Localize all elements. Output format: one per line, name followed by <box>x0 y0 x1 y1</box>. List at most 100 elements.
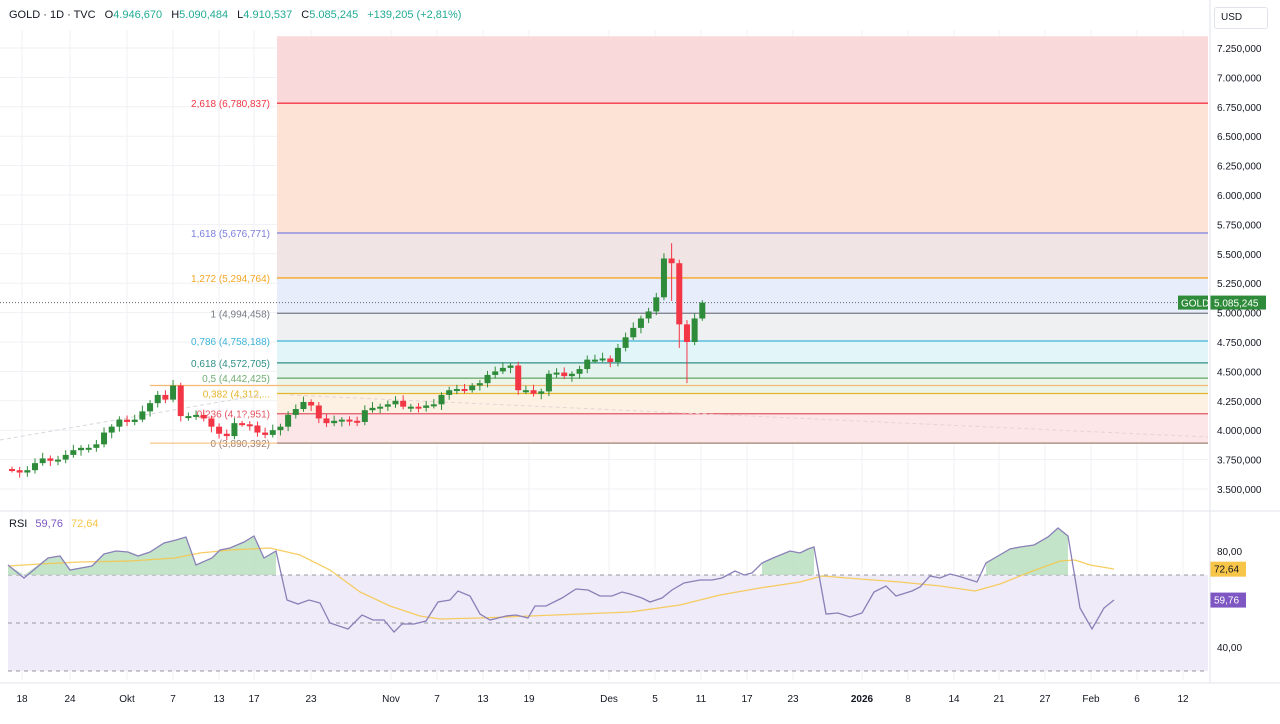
candle-body[interactable] <box>553 372 560 375</box>
candle-body[interactable] <box>315 405 322 419</box>
candle-body[interactable] <box>262 432 269 435</box>
currency-button[interactable]: USD <box>1214 7 1268 29</box>
candle-body[interactable] <box>453 389 460 392</box>
candle-body[interactable] <box>630 327 637 338</box>
candle-body[interactable] <box>645 311 652 319</box>
candle-body[interactable] <box>277 426 284 431</box>
candle-body[interactable] <box>292 409 299 415</box>
candle-body[interactable] <box>622 337 629 348</box>
candle-body[interactable] <box>116 419 123 427</box>
candle-body[interactable] <box>101 432 108 445</box>
candle-body[interactable] <box>70 450 77 455</box>
candle-body[interactable] <box>331 420 338 424</box>
candle-body[interactable] <box>683 324 690 342</box>
candle-body[interactable] <box>699 302 706 319</box>
candle-body[interactable] <box>676 263 683 325</box>
candle-body[interactable] <box>39 458 46 464</box>
candle-body[interactable] <box>223 433 230 437</box>
candle-body[interactable] <box>584 359 591 370</box>
candle-body[interactable] <box>16 470 23 473</box>
rsi-title[interactable]: RSI <box>9 518 28 530</box>
candle-body[interactable] <box>568 373 575 377</box>
candle-body[interactable] <box>246 424 253 427</box>
candle-body[interactable] <box>200 414 207 419</box>
candle-body[interactable] <box>162 394 169 400</box>
candle-body[interactable] <box>538 391 545 394</box>
candle-body[interactable] <box>346 419 353 422</box>
candle-body[interactable] <box>423 405 430 408</box>
candle-body[interactable] <box>545 373 552 392</box>
candle-body[interactable] <box>323 418 330 424</box>
candle-body[interactable] <box>193 414 200 417</box>
candle-body[interactable] <box>139 411 146 420</box>
candle-body[interactable] <box>614 347 621 362</box>
candle-body[interactable] <box>469 385 476 391</box>
candle-body[interactable] <box>691 318 698 342</box>
candle-body[interactable] <box>300 401 307 410</box>
candle-body[interactable] <box>576 369 583 374</box>
candle-body[interactable] <box>668 258 675 264</box>
candle-body[interactable] <box>208 418 215 427</box>
candle-body[interactable] <box>446 390 453 395</box>
candle-body[interactable] <box>93 444 100 448</box>
candle-body[interactable] <box>407 406 414 409</box>
candle-body[interactable] <box>62 454 69 460</box>
candle-body[interactable] <box>47 458 54 461</box>
candle-body[interactable] <box>522 390 529 393</box>
candle-body[interactable] <box>131 419 138 422</box>
candle-body[interactable] <box>216 426 223 434</box>
candle-body[interactable] <box>338 419 345 422</box>
candle-body[interactable] <box>154 394 161 404</box>
symbol-title[interactable]: GOLD · 1D · TVC <box>9 9 96 21</box>
candle-body[interactable] <box>530 390 537 394</box>
candle-body[interactable] <box>499 367 506 372</box>
candle-body[interactable] <box>177 385 184 417</box>
candle-body[interactable] <box>599 358 606 361</box>
candle-body[interactable] <box>369 407 376 411</box>
candle-body[interactable] <box>492 371 499 375</box>
candle-body[interactable] <box>55 459 62 462</box>
candle-body[interactable] <box>308 401 315 406</box>
candle-body[interactable] <box>637 318 644 328</box>
candle-body[interactable] <box>254 425 261 433</box>
candle-body[interactable] <box>660 258 667 298</box>
candle-body[interactable] <box>392 400 399 405</box>
candle-body[interactable] <box>430 404 437 407</box>
fib-level-label: 0,236 (4,1?,951) <box>197 410 270 421</box>
candle-body[interactable] <box>147 403 154 412</box>
candle-body[interactable] <box>170 385 177 400</box>
candle-body[interactable] <box>476 383 483 386</box>
candle-body[interactable] <box>515 365 522 391</box>
candle-body[interactable] <box>607 358 614 362</box>
candle-body[interactable] <box>384 404 391 407</box>
candle-body[interactable] <box>32 463 39 471</box>
candle-body[interactable] <box>653 297 660 312</box>
candle-body[interactable] <box>231 423 238 437</box>
time-axis-tick: 7 <box>170 694 176 705</box>
candle-body[interactable] <box>124 419 131 422</box>
candle-body[interactable] <box>24 470 31 473</box>
candle-body[interactable] <box>239 423 246 426</box>
candle-body[interactable] <box>354 420 361 423</box>
candle-body[interactable] <box>415 406 422 409</box>
candle-body[interactable] <box>377 406 384 409</box>
fib-level-label: 0,382 (4,312,... <box>203 390 270 401</box>
candle-body[interactable] <box>361 410 368 422</box>
candle-body[interactable] <box>400 400 407 407</box>
candle-body[interactable] <box>561 372 568 377</box>
candle-body[interactable] <box>9 469 15 472</box>
fib-level-label: 0 (3,890,392) <box>211 439 271 450</box>
candle-body[interactable] <box>269 430 276 435</box>
candle-body[interactable] <box>185 416 192 419</box>
candle-body[interactable] <box>484 374 491 384</box>
candle-body[interactable] <box>461 389 468 392</box>
candle-body[interactable] <box>85 447 92 450</box>
candle-body[interactable] <box>108 426 115 433</box>
candle-body[interactable] <box>507 365 514 368</box>
candle-body[interactable] <box>285 414 292 427</box>
candle-body[interactable] <box>591 359 598 362</box>
candle-body[interactable] <box>438 394 445 405</box>
candle-body[interactable] <box>78 447 85 451</box>
